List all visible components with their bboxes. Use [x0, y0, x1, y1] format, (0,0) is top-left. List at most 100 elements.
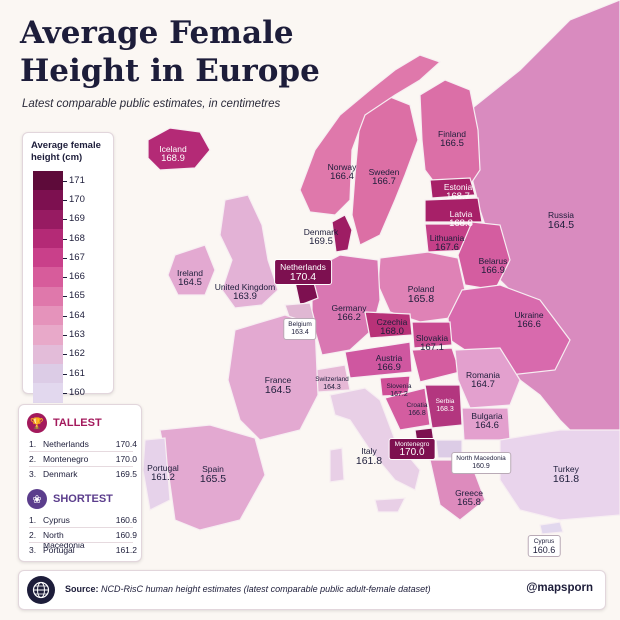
legend-swatch [33, 306, 63, 326]
label-germany: Germany 166.2 [331, 303, 367, 323]
label-belgium: Belgium 163.4 [283, 318, 317, 340]
tallest-title: TALLEST [53, 417, 102, 429]
label-north-macedonia: North Macedonia 160.9 [451, 452, 511, 474]
legend-tick-label: 166 [69, 271, 85, 283]
legend-swatch [33, 267, 63, 287]
legend-tick-label: 170 [69, 193, 85, 205]
title-line-2: Height in Europe [20, 53, 320, 89]
country-finland [419, 79, 481, 191]
globe-icon [27, 576, 55, 604]
legend-swatch [33, 171, 63, 191]
label-estonia: Estonia 168.7 [443, 182, 473, 202]
legend-swatch [33, 228, 63, 249]
divider [29, 451, 133, 452]
legend-swatch [33, 325, 63, 345]
legend-tick-label: 161 [69, 367, 85, 379]
country-romania [454, 347, 521, 409]
country-portugal [142, 437, 171, 511]
label-italy: Italy 161.8 [355, 446, 383, 467]
page-title: Average Female Height in Europe [20, 14, 320, 90]
legend-tick-label: 169 [69, 213, 85, 225]
shortest-header: ❀ SHORTEST [27, 489, 113, 509]
laurel-icon: ❀ [27, 489, 47, 509]
country-turkey [499, 429, 620, 521]
country-italy-sardinia [329, 447, 345, 483]
footer: Source: NCD-RisC human height estimates … [18, 570, 606, 610]
legend-swatch [33, 383, 63, 403]
label-spain: Spain 165.5 [199, 464, 227, 485]
legend-tick-mark [63, 238, 67, 240]
country-norway [299, 54, 442, 216]
trophy-icon: 🏆 [27, 413, 47, 433]
legend-tick-mark [63, 219, 67, 221]
shortest-title: SHORTEST [53, 493, 113, 505]
country-estonia [429, 177, 476, 199]
country-czechia [364, 311, 413, 339]
legend-tick-label: 163 [69, 329, 85, 340]
legend-tick-mark [63, 335, 67, 336]
legend-swatch [33, 248, 63, 268]
label-finland: Finland 166.5 [438, 129, 466, 149]
shortest-row-1: 1. Cyprus 160.6 [29, 515, 137, 525]
shortest-row-3: 3. Portugal 161.2 [29, 545, 137, 555]
country-austria [344, 341, 413, 379]
label-greece: Greece 165.8 [455, 488, 483, 508]
legend-tick-mark [63, 257, 67, 259]
legend: Average female height (cm) 171 170 169 168 1… [22, 132, 114, 403]
label-latvia: Latvia 168.8 [449, 209, 473, 229]
label-lithuania: Lithuania 167.6 [429, 233, 465, 253]
label-cyprus: Cyprus 160.6 [527, 535, 561, 557]
legend-swatch [33, 286, 63, 307]
label-uk: United Kingdom 163.9 [214, 282, 276, 302]
legend-title: Average female height (cm) [31, 140, 101, 163]
legend-tick-mark [63, 296, 67, 298]
handle: @mapsporn [526, 582, 593, 594]
divider [29, 542, 133, 543]
tallest-row-3: 3. Denmark 169.5 [29, 469, 137, 479]
legend-swatch [33, 209, 63, 229]
country-italy-sicily [374, 497, 407, 513]
label-france: France 164.5 [264, 375, 292, 396]
label-austria: Austria 166.9 [375, 353, 403, 373]
label-denmark: Denmark 169.5 [303, 227, 339, 247]
label-montenegro: Montenegro 170.0 [388, 438, 436, 460]
tallest-row-2: 2. Montenegro 170.0 [29, 454, 137, 464]
tallest-header: 🏆 TALLEST [27, 413, 102, 433]
legend-swatch [33, 344, 63, 364]
title-line-1: Average Female [20, 15, 294, 51]
country-sweden [351, 94, 419, 246]
country-hungary [411, 347, 461, 383]
legend-tick-label: 168 [69, 232, 85, 244]
label-belarus: Belarus 166.9 [478, 256, 508, 276]
legend-swatch [33, 190, 63, 210]
legend-tick-mark [63, 180, 67, 182]
divider [29, 466, 133, 467]
label-netherlands: Netherlands 170.4 [274, 259, 332, 285]
label-turkey: Turkey 161.8 [552, 464, 580, 485]
label-slovakia: Slovakia 167.1 [415, 333, 449, 353]
label-russia: Russia 164.5 [547, 210, 575, 231]
legend-tick-label: 165 [69, 290, 85, 302]
country-spain [159, 424, 266, 531]
label-switzerland: Switzerland 164.3 [315, 376, 349, 391]
legend-tick-mark [63, 199, 67, 201]
country-croatia [384, 387, 431, 431]
country-italy [329, 387, 421, 491]
label-slovenia: Slovenia 167.2 [386, 383, 412, 398]
divider [29, 527, 133, 528]
legend-tick-label: 171 [69, 174, 85, 186]
country-cyprus [539, 521, 564, 535]
legend-tick-label: 160 [69, 386, 85, 398]
label-czechia: Czechia 168.0 [376, 317, 408, 337]
label-norway: Norway 166.4 [327, 162, 357, 182]
legend-tick-mark [63, 392, 67, 394]
legend-tick-mark [63, 315, 67, 317]
label-ukraine: Ukraine 166.6 [514, 310, 544, 330]
tallest-row-1: 1. Netherlands 170.4 [29, 439, 137, 449]
country-denmark [331, 214, 353, 253]
shortest-row-2: 2. North Macedonia 160.9 [29, 530, 137, 550]
source-text: Source: NCD-RisC human height estimates … [65, 584, 431, 594]
label-sweden: Sweden 166.7 [368, 167, 400, 187]
label-poland: Poland 165.8 [407, 284, 435, 305]
